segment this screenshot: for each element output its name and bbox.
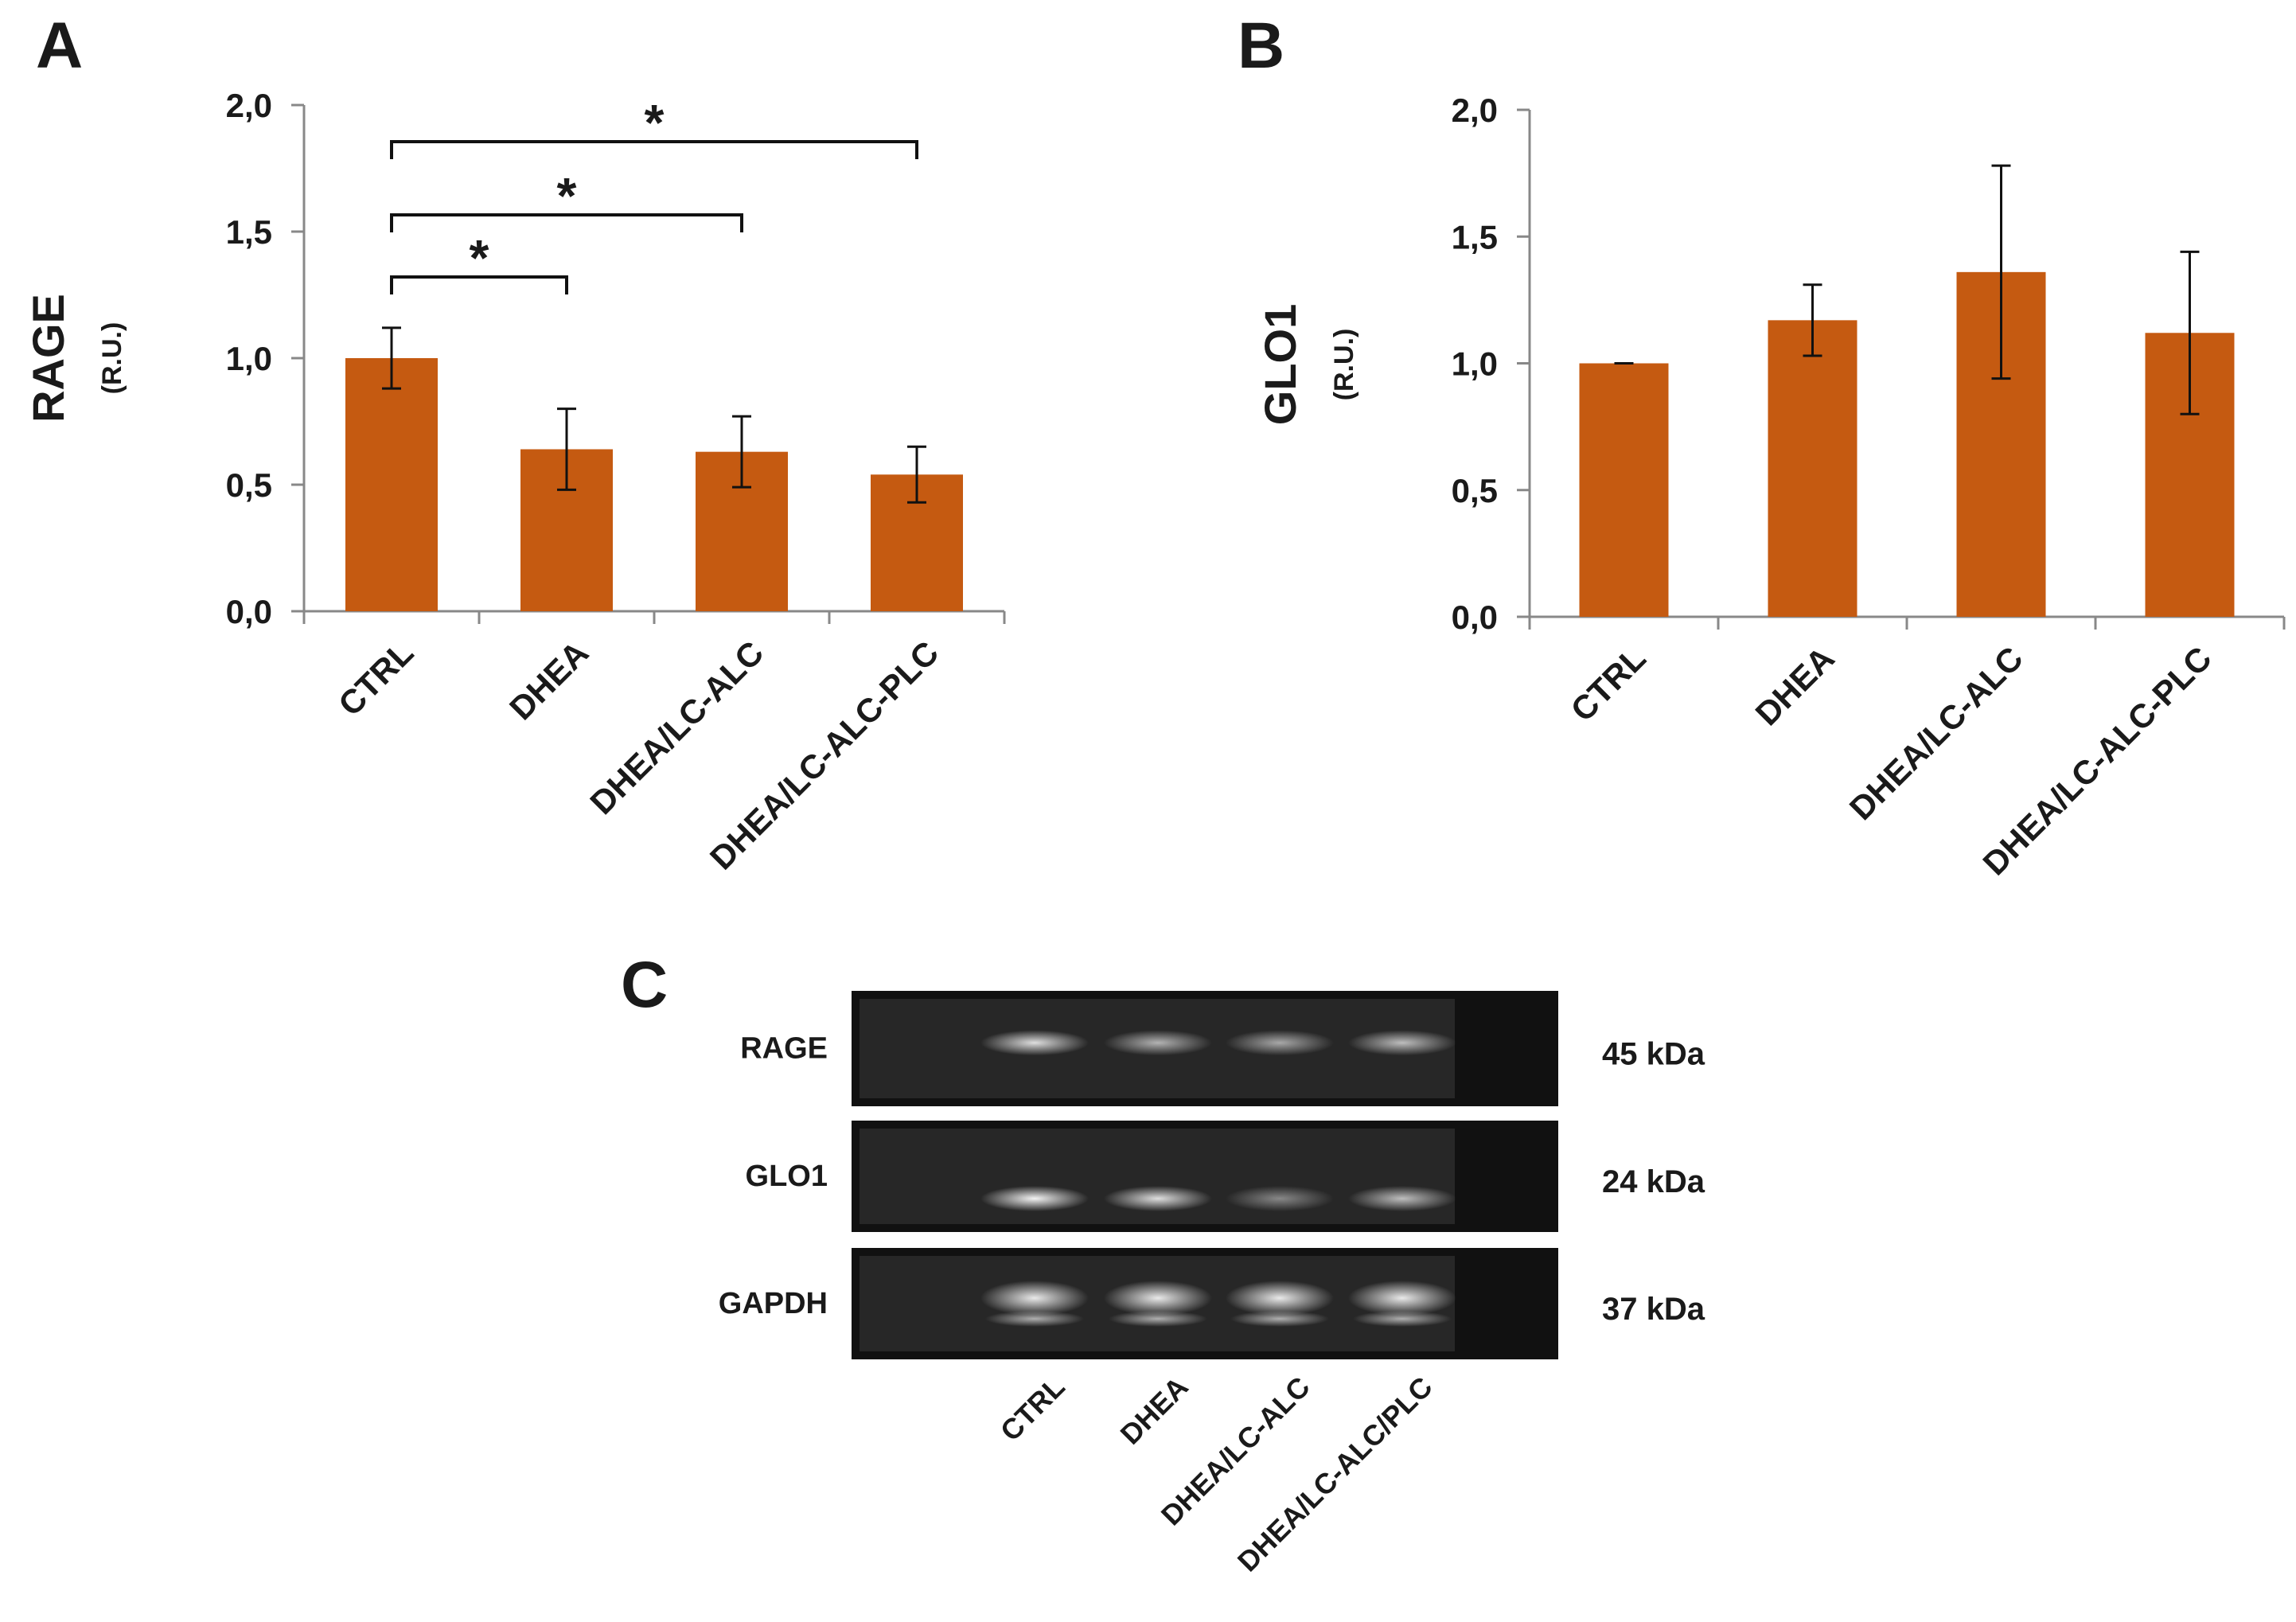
chart-b-category-label: CTRL — [1563, 639, 1652, 728]
panel-c-letter: C — [621, 949, 668, 1021]
blot-band — [980, 1281, 1089, 1316]
chart-a-ytick-label: 1,0 — [226, 340, 272, 377]
chart-a-ytick-label: 1,5 — [226, 213, 272, 251]
chart-a-significance-bracket — [390, 140, 918, 159]
blot-kda-label: 24 kDa — [1602, 1164, 1705, 1199]
chart-b-ytick-label: 1,5 — [1452, 218, 1498, 255]
panel-a-letter: A — [36, 10, 83, 82]
panel-b-letter: B — [1238, 10, 1284, 82]
chart-a-ytick-label: 0,0 — [226, 593, 272, 630]
chart-a-significance-star: * — [557, 167, 577, 224]
blot-row-label: GAPDH — [719, 1287, 828, 1320]
chart-a-ylabel: RAGE — [23, 294, 73, 423]
blot-band — [1230, 1311, 1329, 1327]
blot-kda-label: 37 kDa — [1602, 1292, 1705, 1327]
chart-a-category-label: DHEA/LC-ALC — [583, 634, 770, 821]
blot-band — [1104, 1281, 1212, 1316]
chart-b-bar — [1579, 363, 1669, 617]
blot-band — [980, 1030, 1089, 1056]
blot-band — [1348, 1186, 1456, 1211]
chart-b-category-label: DHEA/LC-ALC — [1842, 639, 2030, 827]
chart-b-ytick-label: 0,0 — [1452, 599, 1498, 636]
blot-band — [1226, 1030, 1334, 1056]
chart-b-category-label: DHEA — [1748, 639, 1841, 732]
chart-a-significance-star: * — [645, 94, 665, 151]
chart-a-ytick-label: 0,5 — [226, 466, 272, 504]
chart-b-bar — [1768, 320, 1857, 617]
blot-band — [1348, 1030, 1456, 1056]
blot-band — [1109, 1311, 1207, 1327]
blot-kda-label: 45 kDa — [1602, 1037, 1705, 1072]
blot-band — [1348, 1281, 1456, 1316]
chart-a-significance-star: * — [470, 229, 489, 287]
chart-a-category-label: DHEA — [502, 634, 595, 727]
chart-a-ytick-label: 2,0 — [226, 87, 272, 124]
blot-band — [1104, 1186, 1212, 1211]
blot-band — [980, 1186, 1089, 1211]
chart-a-significance-bracket — [390, 275, 568, 294]
blot-lane-label: CTRL — [994, 1371, 1071, 1448]
blot-band — [1226, 1281, 1334, 1316]
blot-lane-label: DHEA — [1114, 1371, 1195, 1451]
chart-a-ylabel-unit: (R.U.) — [97, 322, 127, 395]
chart-b-ylabel-unit: (R.U.) — [1329, 329, 1359, 401]
blot-band — [1353, 1311, 1452, 1327]
chart-b-ytick-label: 2,0 — [1452, 92, 1498, 129]
blot-row-label: RAGE — [740, 1032, 828, 1066]
chart-b-ylabel: GLO1 — [1255, 304, 1305, 425]
blot-row-label: GLO1 — [746, 1160, 828, 1193]
blot-band — [1104, 1030, 1212, 1056]
chart-b-ytick-label: 1,0 — [1452, 345, 1498, 383]
chart-a-category-label: CTRL — [331, 634, 420, 723]
blot-band — [1226, 1186, 1334, 1211]
chart-a-significance-bracket — [390, 213, 743, 232]
blot-band — [985, 1311, 1084, 1327]
chart-b-ytick-label: 0,5 — [1452, 472, 1498, 509]
chart-a-bar — [345, 358, 438, 611]
